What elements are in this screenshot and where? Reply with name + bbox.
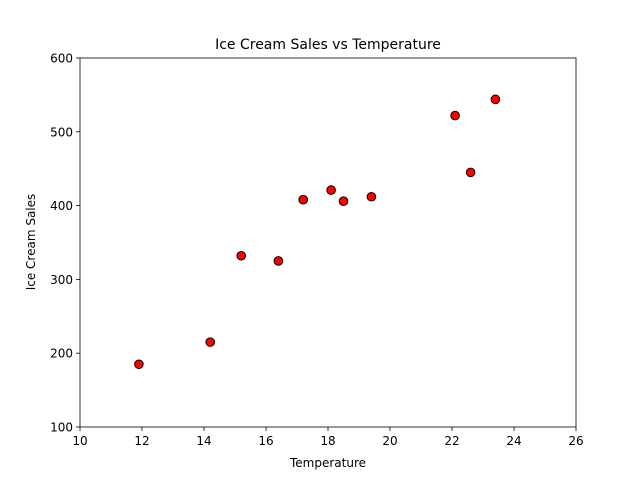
data-point <box>205 337 215 347</box>
data-point <box>326 185 336 195</box>
x-tick-label: 20 <box>382 434 397 448</box>
chart-title: Ice Cream Sales vs Temperature <box>215 37 441 53</box>
y-tick-label: 500 <box>50 125 73 139</box>
data-point <box>366 191 377 202</box>
x-tick-label: 10 <box>72 434 87 448</box>
plot-area: 10 12 14 16 18 20 22 24 26 100 200 300 400 500 600 <box>50 52 584 449</box>
data-point <box>465 167 476 178</box>
data-point <box>236 250 246 261</box>
x-tick-label: 24 <box>506 434 521 448</box>
x-axis-label: Temperature <box>289 456 366 470</box>
x-tick-label: 26 <box>568 434 583 448</box>
data-point <box>450 110 460 121</box>
x-tick-label: 18 <box>320 434 335 448</box>
y-tick-label: 200 <box>50 347 73 361</box>
data-point <box>298 194 309 205</box>
y-tick-label: 600 <box>50 52 73 66</box>
y-tick-label: 300 <box>50 273 73 287</box>
axes-frame <box>79 57 577 428</box>
data-point <box>134 359 144 370</box>
data-point <box>338 196 349 206</box>
data-point <box>273 256 284 266</box>
x-tick-label: 14 <box>196 434 211 448</box>
y-tick-label: 100 <box>50 421 73 435</box>
x-tick-label: 22 <box>444 434 459 448</box>
x-tick-label: 16 <box>258 434 273 448</box>
y-axis-label: Ice Cream Sales <box>24 194 38 291</box>
data-point <box>490 94 501 105</box>
y-tick-label: 400 <box>50 199 73 213</box>
x-tick-label: 12 <box>134 434 149 448</box>
